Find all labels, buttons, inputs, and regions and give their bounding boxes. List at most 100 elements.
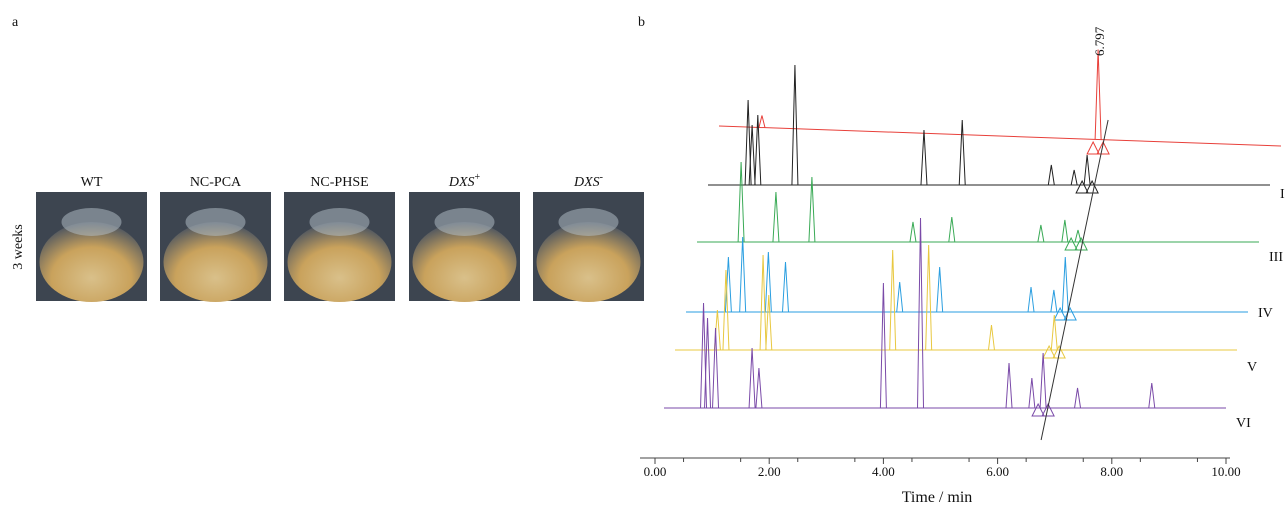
x-tick-label: 2.00 [758, 464, 781, 479]
peak [704, 317, 712, 409]
peak [1050, 314, 1058, 351]
peak [722, 269, 730, 351]
series-label: VI [1236, 416, 1251, 431]
duration-label: 3 weeks [11, 224, 26, 270]
x-tick-label: 6.00 [986, 464, 1009, 479]
marker-triangle [1063, 306, 1077, 321]
peak [1028, 377, 1036, 409]
marker-triangle [1064, 236, 1078, 251]
trace: IV [686, 236, 1273, 321]
peak [889, 249, 897, 351]
peak [896, 281, 904, 313]
sample-superscript: - [600, 172, 603, 183]
sample-name: NC-PCA [190, 175, 242, 190]
series-label: V [1247, 360, 1257, 375]
peak [879, 282, 887, 409]
peak [748, 347, 756, 409]
peak [1027, 286, 1035, 313]
panel-label: a [12, 15, 19, 30]
flask-top [309, 208, 370, 236]
flask [412, 222, 517, 302]
peak [1047, 164, 1055, 186]
marker-triangle [1052, 344, 1066, 359]
photos: WT NC-PCA NC-PHSE DXS+ DXS- [36, 172, 644, 302]
peak [1061, 256, 1069, 313]
peak [764, 251, 772, 313]
peak [1083, 154, 1091, 186]
marker-triangle [1031, 402, 1045, 417]
series-label: III [1269, 250, 1283, 265]
sample-label: DXS+ [448, 172, 481, 190]
peak [1050, 289, 1058, 313]
flask-top [434, 208, 495, 236]
series-label: IV [1258, 306, 1273, 321]
peak [1037, 224, 1045, 243]
sample-label: NC-PCA [190, 175, 242, 190]
peak [920, 129, 928, 186]
peak [781, 261, 789, 313]
sample-name: DXS [573, 175, 600, 190]
peak [1005, 362, 1013, 409]
peak [737, 161, 745, 243]
peak [1074, 387, 1082, 409]
peak [1039, 352, 1047, 409]
peak [917, 217, 925, 409]
flask [39, 222, 144, 302]
peak [791, 64, 799, 186]
flask-top [185, 208, 246, 236]
marker-triangle [1086, 140, 1100, 155]
sample-name: WT [81, 175, 103, 190]
flask-top [558, 208, 619, 236]
peak [1074, 229, 1082, 243]
peak [987, 324, 995, 351]
trace: II [708, 64, 1285, 202]
peak [958, 119, 966, 186]
peak [808, 176, 816, 243]
x-axis-label: Time / min [902, 489, 973, 506]
panel-label: b [638, 15, 645, 30]
peak [936, 266, 944, 313]
trace-baseline [718, 125, 1282, 147]
peak [1070, 169, 1078, 186]
marker-triangle [1041, 402, 1055, 417]
flask [536, 222, 641, 302]
marker-triangle [1096, 140, 1110, 155]
sample-name: DXS [448, 175, 475, 190]
marker-triangle [1053, 306, 1067, 321]
x-tick-label: 4.00 [872, 464, 895, 479]
sample-label: NC-PHSE [310, 175, 368, 190]
flask-top [61, 208, 122, 236]
alignment-line [1040, 119, 1109, 441]
peak [755, 367, 763, 409]
sample-label: DXS- [573, 172, 603, 190]
peak [925, 244, 933, 351]
x-tick-label: 8.00 [1100, 464, 1123, 479]
peak [909, 221, 917, 243]
trace: V [675, 244, 1257, 375]
peak [739, 236, 747, 313]
peak [948, 216, 956, 243]
flask [287, 222, 392, 302]
sample-name: NC-PHSE [310, 175, 368, 190]
peak [772, 191, 780, 243]
x-tick-label: 0.00 [644, 464, 667, 479]
peak [1148, 382, 1156, 409]
trace: I [718, 49, 1282, 155]
marker-triangle [1042, 344, 1056, 359]
peak [754, 114, 762, 186]
sample-superscript: + [475, 172, 481, 183]
marker-triangle [1075, 179, 1089, 194]
annotation: 6.797 [1092, 26, 1107, 56]
peak [759, 254, 767, 351]
x-tick-label: 10.00 [1211, 464, 1240, 479]
peak [758, 115, 766, 128]
sample-label: WT [81, 175, 103, 190]
peak [700, 302, 708, 409]
trace: III [697, 161, 1283, 265]
peak [1061, 219, 1069, 243]
peak [765, 294, 773, 351]
flask [163, 222, 268, 302]
trace: VI [664, 217, 1251, 431]
